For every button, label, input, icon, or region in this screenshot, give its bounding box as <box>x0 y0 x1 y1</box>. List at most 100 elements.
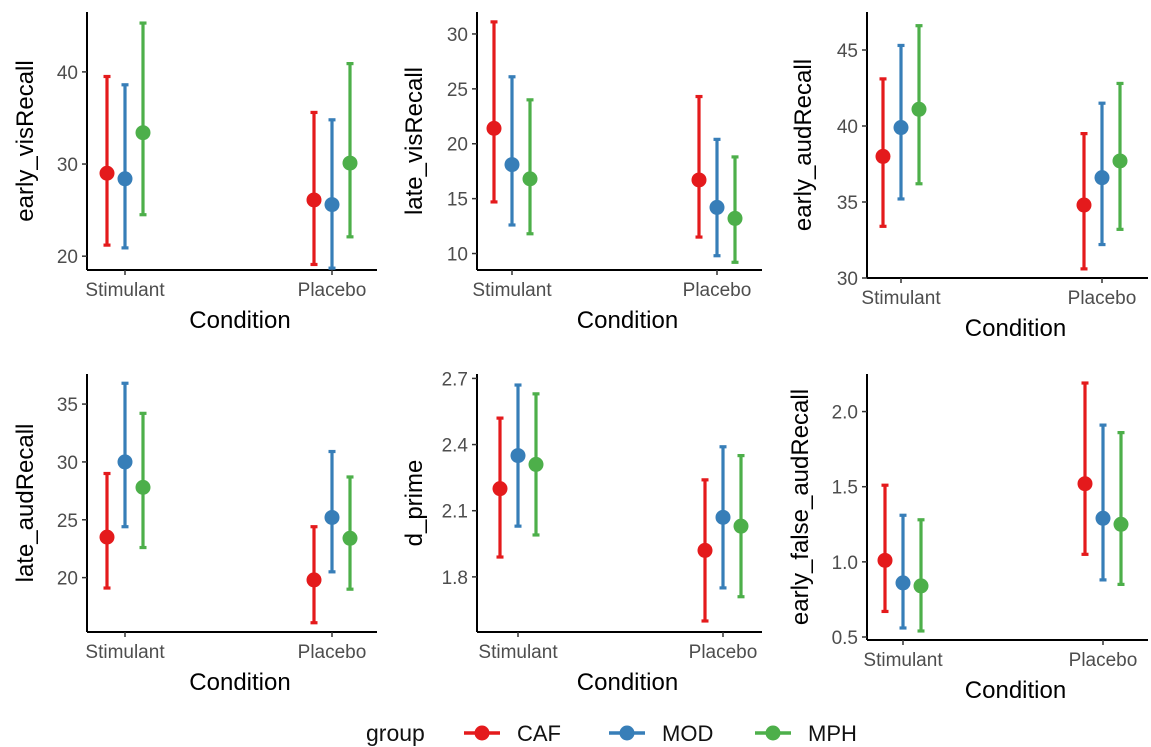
x-tick-label: Stimulant <box>478 642 558 663</box>
point-mod <box>709 199 725 215</box>
y-axis-title: early_false_audRecall <box>787 389 814 625</box>
point-mod <box>895 575 911 591</box>
errorbar-caf <box>310 110 318 267</box>
y-tick-label: 15 <box>447 190 468 211</box>
y-tick-label: 0.5 <box>832 628 858 649</box>
point-mod <box>893 120 909 136</box>
point-mph <box>135 125 151 141</box>
y-axis-title: late_visRecall <box>401 67 428 215</box>
legend-key-point <box>474 725 490 741</box>
point-mph <box>913 578 929 594</box>
y-tick-label: 30 <box>57 453 78 474</box>
y-axis-title: d_prime <box>401 460 428 547</box>
point-mph <box>342 530 358 546</box>
legend-title: group <box>366 720 425 746</box>
errorbar-mph <box>346 61 354 239</box>
point-mod <box>1095 510 1111 526</box>
point-caf <box>877 552 893 568</box>
point-mod <box>117 454 133 470</box>
errorbar-mod <box>713 137 721 258</box>
legend-item-caf: CAF <box>464 721 561 746</box>
point-caf <box>691 172 707 188</box>
x-axis-title: Condition <box>965 677 1066 704</box>
x-axis-title: Condition <box>189 669 290 696</box>
y-tick-label: 20 <box>57 569 78 590</box>
y-tick-label: 35 <box>57 395 78 416</box>
errorbar-caf <box>1081 381 1089 556</box>
x-tick-label: Placebo <box>1069 650 1138 671</box>
point-caf <box>486 120 502 136</box>
point-mod <box>715 509 731 525</box>
legend-key-point <box>765 725 781 741</box>
errorbar-mod <box>899 513 907 630</box>
point-mod <box>510 448 526 464</box>
point-caf <box>1076 197 1092 213</box>
y-tick-label: 2.4 <box>442 436 469 457</box>
point-caf <box>697 542 713 558</box>
errorbar-mph <box>139 21 147 217</box>
legend-items: CAF MOD MPH <box>464 721 857 746</box>
x-tick-label: Stimulant <box>863 650 943 671</box>
legend: group CAF MOD MPH <box>366 720 857 746</box>
x-tick-label: Stimulant <box>861 288 941 309</box>
point-mod <box>324 509 340 525</box>
y-tick-label: 20 <box>57 247 78 268</box>
panel-5: 1.8 2.1 2.4 2.7 Stimulant Placebo Condition d_p… <box>401 369 762 696</box>
legend-item-mod: MOD <box>609 721 713 746</box>
x-tick-label: Placebo <box>689 642 758 663</box>
point-mph <box>1112 153 1128 169</box>
point-mph <box>727 210 743 226</box>
errorbar-caf <box>490 20 498 204</box>
y-axis-title: early_visRecall <box>12 60 39 221</box>
point-mod <box>117 171 133 187</box>
x-tick-label: Stimulant <box>85 280 165 301</box>
point-mph <box>522 171 538 187</box>
point-mph <box>528 456 544 472</box>
x-axis-title: Condition <box>577 669 678 696</box>
y-tick-label: 40 <box>837 117 858 138</box>
y-tick-label: 2.0 <box>832 403 858 424</box>
y-axis-title: early_audRecall <box>790 59 817 231</box>
y-tick-label: 45 <box>837 41 858 62</box>
point-mph <box>911 101 927 117</box>
point-mod <box>504 157 520 173</box>
legend-label: CAF <box>517 721 561 746</box>
errorbar-mod <box>1099 423 1107 582</box>
x-axis-title: Condition <box>577 307 678 334</box>
x-tick-label: Placebo <box>683 280 752 301</box>
point-caf <box>306 192 322 208</box>
y-tick-label: 2.7 <box>442 369 468 390</box>
y-axis-title: late_audRecall <box>12 424 39 583</box>
panel-1: 20 30 40 Stimulant Placebo Condition early_vis… <box>12 12 377 334</box>
legend-item-mph: MPH <box>755 721 857 746</box>
errorbar-caf <box>103 74 111 247</box>
errorbar-mod <box>121 83 129 250</box>
errorbar-mod <box>508 75 516 227</box>
y-tick-label: 2.1 <box>442 502 468 523</box>
point-mod <box>324 197 340 213</box>
x-tick-label: Placebo <box>298 642 367 663</box>
legend-label: MOD <box>662 721 713 746</box>
errorbar-caf <box>881 483 889 614</box>
point-mod <box>1094 170 1110 186</box>
panel-4: 20 25 30 35 Stimulant Placebo Condition late_au… <box>12 374 377 696</box>
y-tick-label: 25 <box>447 80 468 101</box>
errorbar-mod <box>328 118 336 270</box>
y-tick-label: 40 <box>57 63 78 84</box>
point-mph <box>1113 516 1129 532</box>
y-tick-label: 1.8 <box>442 568 468 589</box>
errorbar-mph <box>731 155 739 264</box>
y-tick-label: 25 <box>57 511 78 532</box>
x-tick-label: Stimulant <box>85 642 165 663</box>
errorbar-caf <box>695 94 703 239</box>
point-mph <box>135 479 151 495</box>
y-tick-label: 30 <box>57 155 78 176</box>
x-tick-label: Stimulant <box>472 280 552 301</box>
legend-label: MPH <box>808 721 857 746</box>
y-tick-label: 30 <box>837 269 858 290</box>
